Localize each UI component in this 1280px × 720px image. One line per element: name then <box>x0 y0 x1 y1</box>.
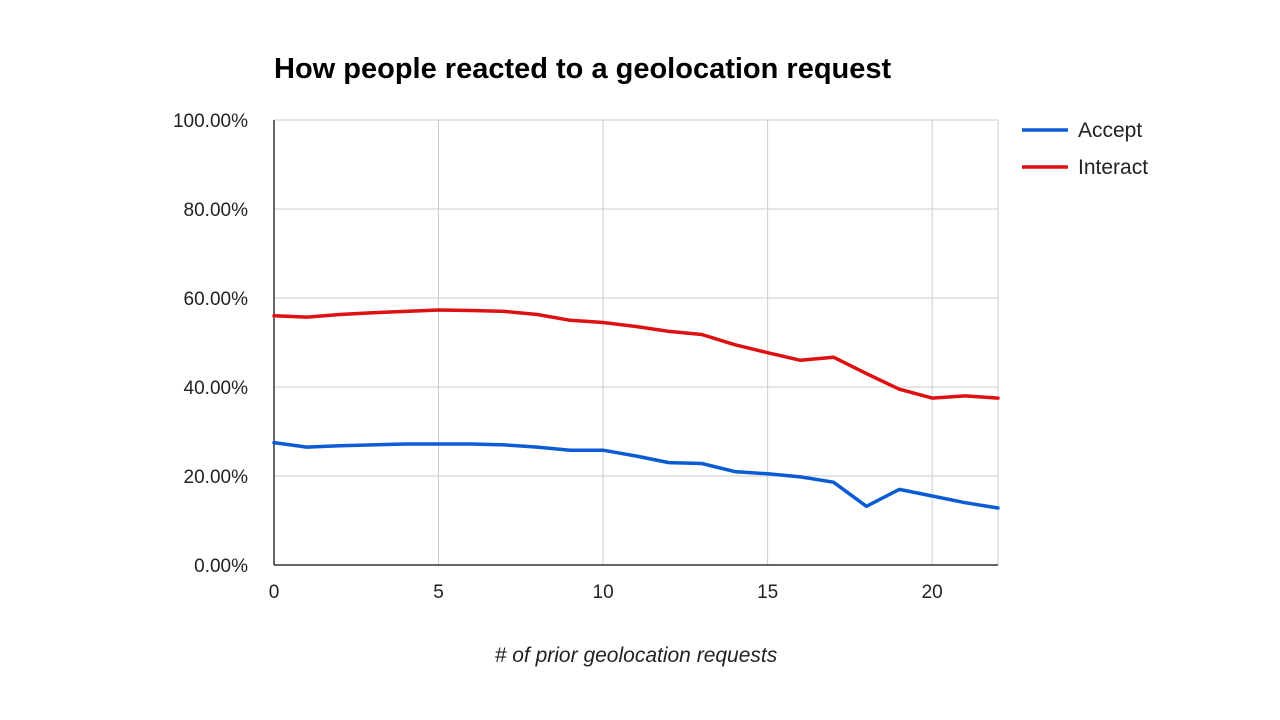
x-axis-ticks: 0 5 10 15 20 <box>269 582 943 603</box>
legend: Accept Interact <box>1022 119 1148 179</box>
y-tick-label: 100.00% <box>173 111 248 132</box>
chart-title: How people reacted to a geolocation requ… <box>274 53 892 85</box>
y-tick-label: 80.00% <box>184 200 249 221</box>
grid <box>274 119 999 565</box>
x-tick-label: 10 <box>593 582 614 603</box>
x-tick-label: 5 <box>433 582 444 603</box>
series-line-interact <box>272 308 1000 400</box>
axes <box>273 120 998 566</box>
series-line-accept <box>272 440 1000 510</box>
x-tick-label: 0 <box>269 582 280 603</box>
series-lines <box>272 308 1000 510</box>
legend-label-accept: Accept <box>1078 119 1142 142</box>
y-tick-label: 20.00% <box>184 467 249 488</box>
x-axis-title: # of prior geolocation requests <box>495 644 778 667</box>
y-tick-label: 60.00% <box>184 289 249 310</box>
x-tick-label: 15 <box>757 582 778 603</box>
y-tick-label: 0.00% <box>194 556 248 577</box>
y-axis-ticks: 0.00% 20.00% 40.00% 60.00% 80.00% 100.00% <box>173 111 248 577</box>
legend-label-interact: Interact <box>1078 156 1148 179</box>
x-tick-label: 20 <box>922 582 943 603</box>
y-tick-label: 40.00% <box>184 378 249 399</box>
